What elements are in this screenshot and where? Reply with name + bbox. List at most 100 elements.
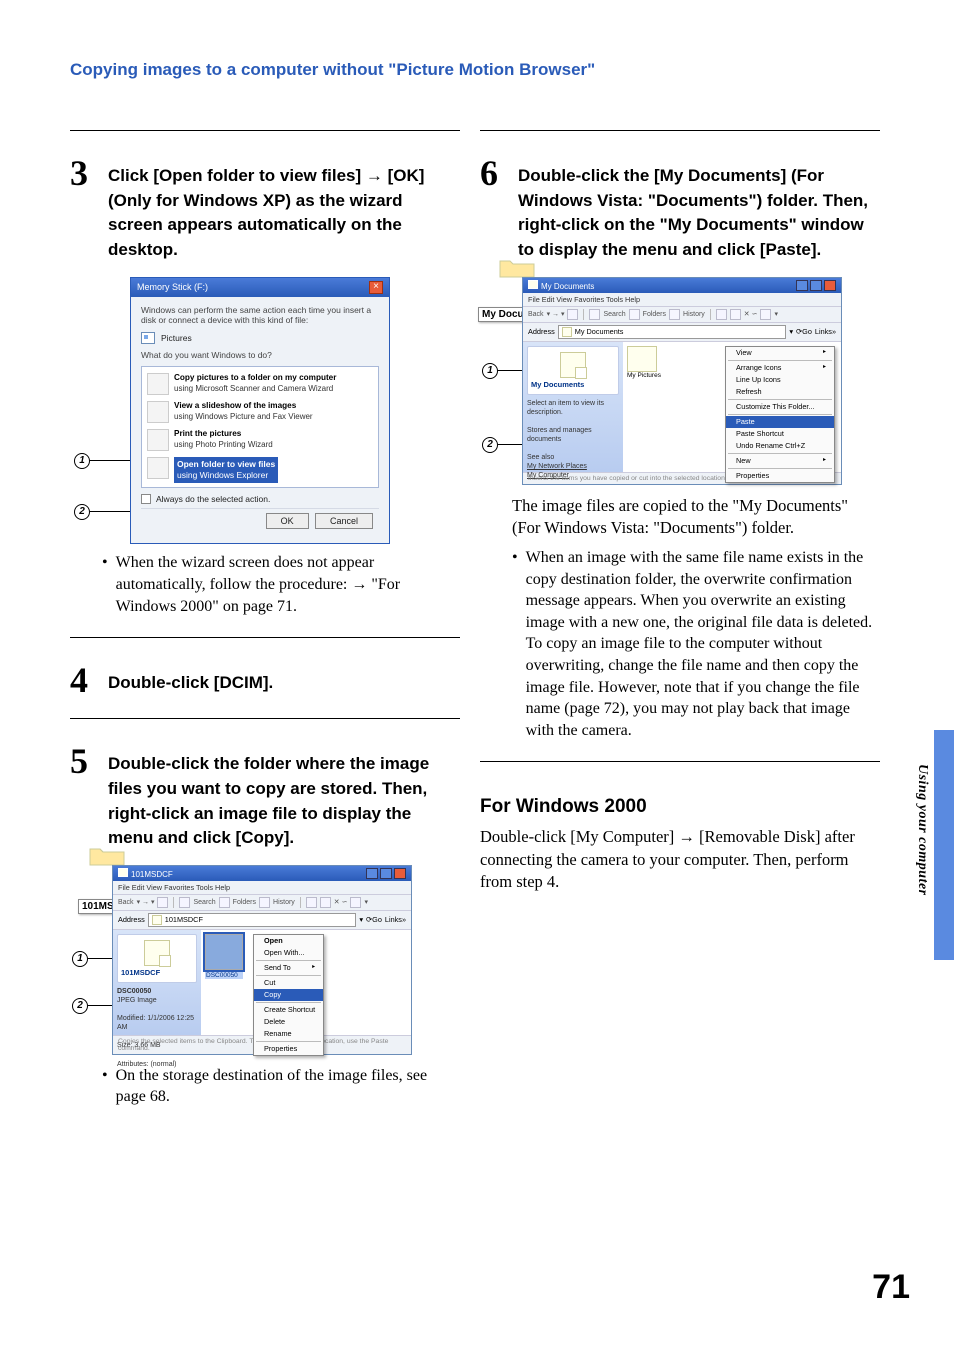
file-modified: Modified: 1/1/2006 12:25 AM — [117, 1015, 194, 1031]
ctx-properties[interactable]: Properties — [254, 1043, 323, 1055]
tool-icon[interactable] — [306, 897, 317, 908]
explorer-sidebar: My Documents Select an item to view its … — [523, 342, 623, 472]
step-text: Click [Open folder to view files] → [OK]… — [108, 155, 460, 263]
links-label[interactable]: Links — [385, 915, 402, 924]
wizard-item-sub: using Photo Printing Wizard — [174, 440, 273, 449]
ctx-cut[interactable]: Cut — [254, 977, 323, 989]
ctx-paste[interactable]: Paste — [726, 416, 834, 428]
wizard-item-sub: using Windows Picture and Fax Viewer — [174, 412, 313, 421]
ctx-delete[interactable]: Delete — [254, 1016, 323, 1028]
folder-large-icon — [88, 843, 126, 867]
ctx-view[interactable]: View — [726, 347, 834, 359]
back-button[interactable]: Back — [118, 899, 134, 906]
wizard-dialog: Memory Stick (F:) × Windows can perform … — [130, 277, 390, 545]
ctx-customize[interactable]: Customize This Folder... — [726, 401, 834, 413]
go-label[interactable]: Go — [802, 327, 812, 336]
explorer-main[interactable]: DSC00050 Open Open With... Send To Cut C… — [201, 930, 411, 1035]
ctx-openwith[interactable]: Open With... — [254, 947, 323, 959]
step6-body: The image files are copied to the "My Do… — [512, 495, 880, 540]
explorer-main[interactable]: My Pictures View Arrange Icons Line Up I… — [623, 342, 841, 472]
sidebar-link[interactable]: My Network Places — [527, 463, 587, 470]
ctx-properties[interactable]: Properties — [726, 470, 834, 482]
wizard-pictures-label: Pictures — [161, 333, 192, 343]
back-button[interactable]: Back — [528, 311, 544, 318]
step-5: 5 Double-click the folder where the imag… — [70, 743, 460, 851]
step5-note: • On the storage destination of the imag… — [102, 1065, 460, 1108]
thumb-label: DSC00050 — [205, 972, 243, 979]
step3-note: • When the wizard screen does not appear… — [102, 552, 460, 617]
image-thumbnail[interactable] — [205, 934, 243, 970]
history-icon[interactable] — [259, 897, 270, 908]
cancel-button[interactable]: Cancel — [315, 513, 373, 529]
page-header: Copying images to a computer without "Pi… — [70, 60, 595, 80]
left-column: 3 Click [Open folder to view files] → [O… — [70, 130, 460, 1108]
divider — [480, 761, 880, 762]
ctx-shortcut[interactable]: Create Shortcut — [254, 1004, 323, 1016]
explorer-addressbar[interactable]: Address My Documents▾ ⟳Go Links » — [523, 323, 841, 342]
explorer-menubar[interactable]: File Edit View Favorites Tools Help — [113, 881, 411, 895]
tool-icon[interactable] — [320, 897, 331, 908]
explorer-window: 101MSDCF File Edit View Favorites Tools … — [112, 865, 412, 1055]
tool-icon[interactable] — [350, 897, 361, 908]
ctx-copy[interactable]: Copy — [254, 989, 323, 1001]
wizard-titlebar: Memory Stick (F:) × — [131, 278, 389, 297]
ctx-rename[interactable]: Rename — [254, 1028, 323, 1040]
explorer-window: My Documents File Edit View Favorites To… — [522, 277, 842, 485]
checkbox-icon[interactable] — [141, 494, 151, 504]
ctx-open[interactable]: Open — [254, 935, 323, 947]
explorer-toolbar[interactable]: Back ▾ → ▾ Search Folders History ✕ ∽ ▾ — [523, 307, 841, 323]
file-type: JPEG Image — [117, 997, 157, 1004]
explorer5-figure: 1 2 101MSDCF 101MSDCF File Edit View Fav… — [112, 865, 460, 1055]
wizard-always-row[interactable]: Always do the selected action. — [141, 494, 379, 504]
explorer-addressbar[interactable]: Address 101MSDCF▾ ⟳Go Links » — [113, 911, 411, 930]
step-text: Double-click the [My Documents] (For Win… — [518, 155, 880, 263]
window-controls[interactable] — [796, 280, 836, 291]
explorer-menubar[interactable]: File Edit View Favorites Tools Help — [523, 293, 841, 307]
step-6: 6 Double-click the [My Documents] (For W… — [480, 155, 880, 263]
ctx-lineup[interactable]: Line Up Icons — [726, 374, 834, 386]
wizard-item-title: Copy pictures to a folder on my computer — [174, 373, 336, 383]
step5-note-text: On the storage destination of the image … — [116, 1065, 460, 1108]
step-number: 5 — [70, 743, 100, 779]
links-label[interactable]: Links — [815, 327, 832, 336]
page-number: 71 — [872, 1268, 910, 1307]
context-menu[interactable]: View Arrange Icons Line Up Icons Refresh… — [725, 346, 835, 483]
step-number: 4 — [70, 662, 100, 698]
wizard-always-label: Always do the selected action. — [156, 494, 270, 504]
context-menu[interactable]: Open Open With... Send To Cut Copy Creat… — [253, 934, 324, 1056]
explorer-titlebar: My Documents — [523, 278, 841, 293]
divider — [70, 130, 460, 131]
right-column: 6 Double-click the [My Documents] (For W… — [480, 130, 880, 893]
folders-icon[interactable] — [219, 897, 230, 908]
callout-circle-2: 2 — [74, 504, 90, 520]
ctx-sendto[interactable]: Send To — [254, 962, 323, 974]
file-attr: Attributes: (normal) — [117, 1061, 177, 1068]
ctx-undo[interactable]: Undo Rename Ctrl+Z — [726, 440, 834, 452]
wizard-item-title: Print the pictures — [174, 429, 273, 439]
search-icon[interactable] — [179, 897, 190, 908]
ctx-arrange[interactable]: Arrange Icons — [726, 362, 834, 374]
wizard-item-icon — [147, 373, 169, 395]
folder-icon[interactable] — [627, 346, 657, 372]
folders-label: Folders — [233, 899, 256, 906]
ok-button[interactable]: OK — [266, 513, 309, 529]
explorer-toolbar[interactable]: Back ▾ → ▾ Search Folders History ✕ ∽ ▾ — [113, 895, 411, 911]
folders-label: Folders — [643, 311, 666, 318]
wizard-list[interactable]: Copy pictures to a folder on my computer… — [141, 366, 379, 488]
ctx-refresh[interactable]: Refresh — [726, 386, 834, 398]
wizard-pictures-row: Pictures — [141, 332, 379, 344]
explorer-sidebar: 101MSDCF DSC00050 JPEG Image Modified: 1… — [113, 930, 201, 1035]
step-text: Double-click [DCIM]. — [108, 662, 273, 696]
explorer6-figure: 1 2 My Documents My Documents File Edit … — [522, 277, 880, 485]
go-label[interactable]: Go — [372, 915, 382, 924]
history-label: History — [273, 899, 295, 906]
up-icon[interactable] — [157, 897, 168, 908]
wizard-item-title: Open folder to view files — [177, 459, 275, 469]
search-label: Search — [193, 899, 215, 906]
history-label: History — [683, 311, 705, 318]
window-controls[interactable] — [366, 868, 406, 879]
wizard-title-text: Memory Stick (F:) — [137, 282, 208, 292]
ctx-paste-shortcut[interactable]: Paste Shortcut — [726, 428, 834, 440]
ctx-new[interactable]: New — [726, 455, 834, 467]
close-icon[interactable]: × — [369, 281, 383, 294]
